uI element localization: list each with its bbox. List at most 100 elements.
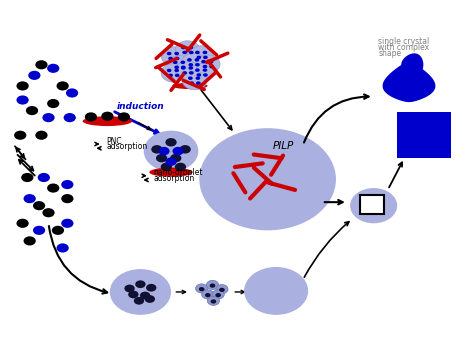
Circle shape bbox=[197, 73, 201, 77]
Circle shape bbox=[101, 111, 114, 121]
Circle shape bbox=[165, 157, 177, 166]
Circle shape bbox=[173, 61, 178, 64]
Circle shape bbox=[124, 285, 135, 292]
Text: shape: shape bbox=[378, 49, 401, 58]
Circle shape bbox=[47, 184, 59, 193]
Circle shape bbox=[175, 61, 200, 80]
Circle shape bbox=[61, 219, 73, 228]
Circle shape bbox=[182, 71, 187, 75]
Circle shape bbox=[202, 68, 207, 72]
Circle shape bbox=[195, 51, 200, 54]
Circle shape bbox=[189, 66, 193, 70]
Circle shape bbox=[47, 64, 59, 73]
Circle shape bbox=[205, 293, 210, 297]
Circle shape bbox=[189, 51, 194, 54]
Circle shape bbox=[24, 236, 36, 245]
Circle shape bbox=[203, 56, 208, 59]
Circle shape bbox=[181, 65, 186, 69]
Circle shape bbox=[145, 295, 155, 303]
Circle shape bbox=[210, 299, 216, 304]
Circle shape bbox=[156, 154, 167, 162]
Circle shape bbox=[110, 269, 171, 315]
Circle shape bbox=[195, 58, 199, 62]
Circle shape bbox=[161, 47, 186, 65]
Circle shape bbox=[17, 81, 29, 91]
Circle shape bbox=[135, 280, 146, 288]
Circle shape bbox=[42, 208, 55, 217]
Circle shape bbox=[195, 68, 200, 72]
Circle shape bbox=[24, 194, 36, 203]
Circle shape bbox=[212, 290, 224, 299]
Circle shape bbox=[181, 66, 186, 70]
Circle shape bbox=[182, 71, 207, 90]
Circle shape bbox=[202, 65, 207, 68]
Polygon shape bbox=[383, 63, 435, 102]
Circle shape bbox=[174, 65, 179, 69]
Ellipse shape bbox=[82, 116, 132, 126]
Circle shape bbox=[158, 147, 170, 155]
Circle shape bbox=[17, 219, 29, 228]
Circle shape bbox=[207, 296, 219, 305]
Circle shape bbox=[180, 145, 191, 154]
Circle shape bbox=[209, 60, 213, 64]
Circle shape bbox=[196, 81, 201, 85]
Circle shape bbox=[201, 290, 214, 299]
Circle shape bbox=[174, 69, 179, 72]
Circle shape bbox=[181, 61, 185, 64]
Circle shape bbox=[196, 284, 208, 293]
Text: adsorption: adsorption bbox=[106, 142, 147, 151]
Circle shape bbox=[140, 291, 150, 299]
Circle shape bbox=[21, 173, 34, 182]
Circle shape bbox=[14, 131, 27, 140]
Circle shape bbox=[17, 95, 29, 105]
Text: single crystal: single crystal bbox=[378, 37, 429, 46]
Circle shape bbox=[161, 163, 172, 171]
Circle shape bbox=[56, 81, 69, 91]
Circle shape bbox=[167, 56, 192, 74]
Circle shape bbox=[64, 113, 76, 122]
Circle shape bbox=[36, 131, 47, 140]
Circle shape bbox=[182, 53, 206, 71]
Circle shape bbox=[181, 46, 186, 49]
Circle shape bbox=[52, 226, 64, 235]
Circle shape bbox=[167, 69, 172, 72]
Circle shape bbox=[56, 244, 69, 252]
Circle shape bbox=[182, 51, 187, 54]
Circle shape bbox=[244, 267, 308, 315]
Circle shape bbox=[350, 188, 397, 223]
Circle shape bbox=[61, 180, 73, 189]
Circle shape bbox=[26, 106, 38, 115]
Circle shape bbox=[201, 60, 206, 64]
Circle shape bbox=[190, 64, 214, 82]
Circle shape bbox=[144, 131, 198, 171]
Circle shape bbox=[196, 55, 220, 73]
Circle shape bbox=[175, 41, 200, 59]
Circle shape bbox=[202, 51, 207, 54]
Circle shape bbox=[33, 201, 45, 210]
Circle shape bbox=[215, 293, 221, 297]
Circle shape bbox=[196, 76, 200, 80]
Circle shape bbox=[197, 56, 201, 59]
Circle shape bbox=[168, 73, 173, 77]
Ellipse shape bbox=[149, 168, 193, 177]
Circle shape bbox=[151, 145, 163, 154]
Circle shape bbox=[33, 226, 45, 235]
Circle shape bbox=[128, 290, 138, 298]
Circle shape bbox=[209, 65, 214, 68]
Circle shape bbox=[37, 173, 50, 182]
Circle shape bbox=[203, 73, 208, 77]
Text: adsorption: adsorption bbox=[153, 174, 194, 183]
Circle shape bbox=[66, 88, 78, 98]
Circle shape bbox=[118, 112, 130, 121]
Bar bbox=[360, 195, 384, 214]
Circle shape bbox=[170, 154, 182, 162]
Circle shape bbox=[189, 63, 193, 66]
Circle shape bbox=[165, 138, 177, 147]
Circle shape bbox=[199, 287, 204, 291]
Circle shape bbox=[168, 57, 173, 60]
Circle shape bbox=[134, 297, 144, 305]
Circle shape bbox=[187, 58, 192, 62]
Bar bbox=[397, 112, 451, 158]
Circle shape bbox=[210, 284, 215, 288]
Circle shape bbox=[175, 57, 180, 60]
